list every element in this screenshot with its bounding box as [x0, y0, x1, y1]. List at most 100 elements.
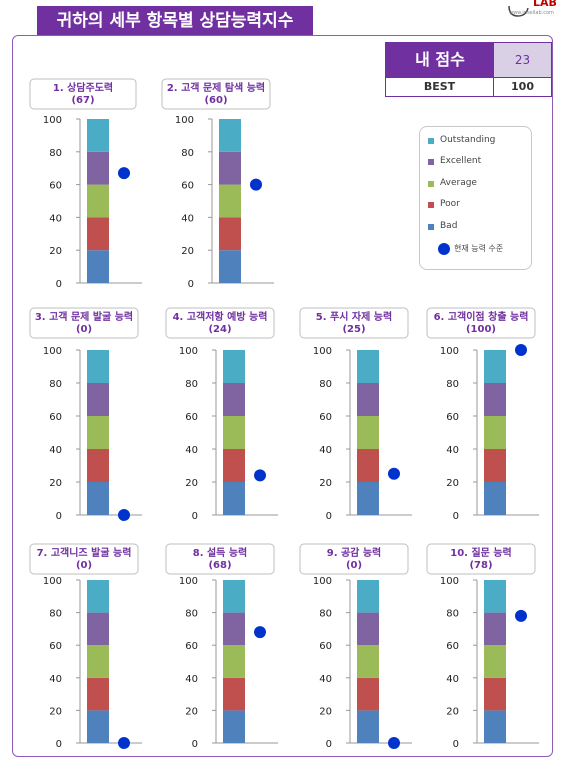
- y-tick-label: 100: [43, 115, 62, 126]
- y-tick-label: 40: [319, 445, 332, 456]
- bar-band-excellent: [87, 612, 109, 646]
- my-score-value: 23: [494, 43, 551, 77]
- bar-band-poor: [223, 677, 245, 711]
- y-tick-label: 40: [446, 445, 459, 456]
- legend-item-bad: Bad: [428, 221, 457, 231]
- y-tick-label: 20: [49, 706, 62, 717]
- chart-5: 5. 푸시 자제 능력(25) 0 20 40 60 80 100: [299, 307, 412, 522]
- bar-band-outstanding: [484, 580, 506, 613]
- chart-title-box: [29, 307, 139, 339]
- chart-title-box: [426, 307, 536, 339]
- bar-band-average: [87, 184, 109, 218]
- y-tick-label: 0: [453, 739, 459, 750]
- y-tick-label: 40: [181, 213, 194, 224]
- bar-band-poor: [357, 677, 379, 711]
- bar-band-average: [219, 184, 241, 218]
- chart-title: 5. 푸시 자제 능력: [316, 310, 392, 323]
- value-marker: [388, 737, 400, 749]
- legend-item-marker: 현재 능력 수준: [438, 243, 503, 255]
- score-table: 내 점수 23 BEST 100: [385, 42, 552, 97]
- y-tick-label: 60: [49, 181, 62, 192]
- bar-band-bad: [484, 482, 506, 515]
- y-tick-label: 60: [185, 641, 198, 652]
- bar-band-bad: [357, 482, 379, 515]
- legend-item-poor: Poor: [428, 199, 460, 209]
- bar-band-outstanding: [87, 580, 109, 613]
- chart-title-box: [165, 543, 275, 575]
- y-tick-label: 60: [319, 641, 332, 652]
- chart-2: 2. 고객 문제 탐색 능력(60) 0 20 40 60 80 100: [161, 78, 274, 290]
- chart-value-label: (25): [342, 324, 365, 335]
- y-tick-label: 0: [56, 279, 62, 290]
- chart-title: 10. 질문 능력: [450, 547, 511, 559]
- chart-8: 8. 설득 능력(68) 0 20 40 60 80 100: [165, 543, 278, 750]
- bar-band-bad: [223, 482, 245, 515]
- chart-value-label: (24): [208, 324, 231, 335]
- y-tick-label: 60: [319, 412, 332, 423]
- y-tick-label: 40: [185, 445, 198, 456]
- bar-band-excellent: [357, 612, 379, 646]
- chart-title-box: [29, 543, 139, 575]
- y-tick-label: 0: [188, 279, 194, 290]
- y-tick-label: 100: [440, 576, 459, 587]
- logo-icon: [508, 5, 529, 17]
- bar-band-excellent: [357, 383, 379, 416]
- y-tick-label: 60: [446, 641, 459, 652]
- chart-1: 1. 상담주도력(67) 0 20 40 60 80 100: [29, 78, 142, 290]
- y-tick-label: 80: [446, 379, 459, 390]
- legend-label: Poor: [440, 199, 460, 209]
- y-tick-label: 40: [185, 674, 198, 685]
- value-marker: [515, 344, 527, 356]
- bar-band-excellent: [223, 612, 245, 646]
- y-tick-label: 20: [319, 706, 332, 717]
- legend-swatch-excellent: [428, 159, 434, 165]
- content-frame: [12, 35, 553, 757]
- y-tick-label: 20: [49, 478, 62, 489]
- y-tick-label: 80: [319, 379, 332, 390]
- chart-3: 3. 고객 문제 발굴 능력(0) 0 20 40 60 80 100: [29, 307, 142, 522]
- best-label: BEST: [386, 77, 494, 96]
- value-marker: [254, 469, 266, 482]
- bar-band-bad: [219, 250, 241, 283]
- best-value: 100: [494, 77, 551, 96]
- value-marker: [118, 509, 130, 521]
- y-tick-label: 0: [192, 739, 198, 750]
- y-tick-label: 80: [185, 379, 198, 390]
- bar-band-average: [357, 416, 379, 449]
- bar-band-poor: [219, 217, 241, 251]
- bar-band-average: [357, 645, 379, 678]
- chart-10: 10. 질문 능력(78) 0 20 40 60 80 100: [426, 543, 539, 750]
- chart-value-label: (67): [71, 95, 94, 106]
- chart-6: 6. 고객이점 창출 능력(100) 0 20 40 60 80 100: [426, 307, 539, 522]
- y-tick-label: 80: [181, 148, 194, 159]
- chart-9: 9. 공감 능력(0) 0 20 40 60 80 100: [299, 543, 412, 750]
- bar-band-bad: [87, 710, 109, 743]
- y-tick-label: 40: [446, 674, 459, 685]
- bar-band-excellent: [87, 151, 109, 185]
- bar-band-bad: [357, 710, 379, 743]
- chart-title: 3. 고객 문제 발굴 능력: [35, 310, 133, 323]
- legend-label: Average: [440, 178, 477, 188]
- chart-title: 8. 설득 능력: [193, 546, 248, 559]
- bar-band-bad: [87, 482, 109, 515]
- chart-7: 7. 고객니즈 발굴 능력(0) 0 20 40 60 80 100: [29, 543, 142, 750]
- bar-band-poor: [87, 677, 109, 711]
- chart-title: 4. 고객저항 예방 능력: [173, 310, 268, 323]
- y-tick-label: 100: [43, 576, 62, 587]
- bar-band-outstanding: [87, 350, 109, 383]
- y-tick-label: 20: [319, 478, 332, 489]
- legend-item-excellent: Excellent: [428, 156, 481, 166]
- bar-band-average: [87, 645, 109, 678]
- chart-title-box: [165, 307, 275, 339]
- y-tick-label: 60: [181, 181, 194, 192]
- bar-band-bad: [484, 710, 506, 743]
- y-tick-label: 0: [56, 739, 62, 750]
- legend-label: Outstanding: [440, 135, 496, 145]
- bar-band-outstanding: [87, 119, 109, 152]
- y-tick-label: 40: [49, 674, 62, 685]
- bar-band-average: [484, 416, 506, 449]
- y-tick-label: 80: [49, 148, 62, 159]
- chart-title-box: [161, 78, 271, 110]
- legend-item-average: Average: [428, 178, 477, 188]
- bar-band-excellent: [219, 151, 241, 185]
